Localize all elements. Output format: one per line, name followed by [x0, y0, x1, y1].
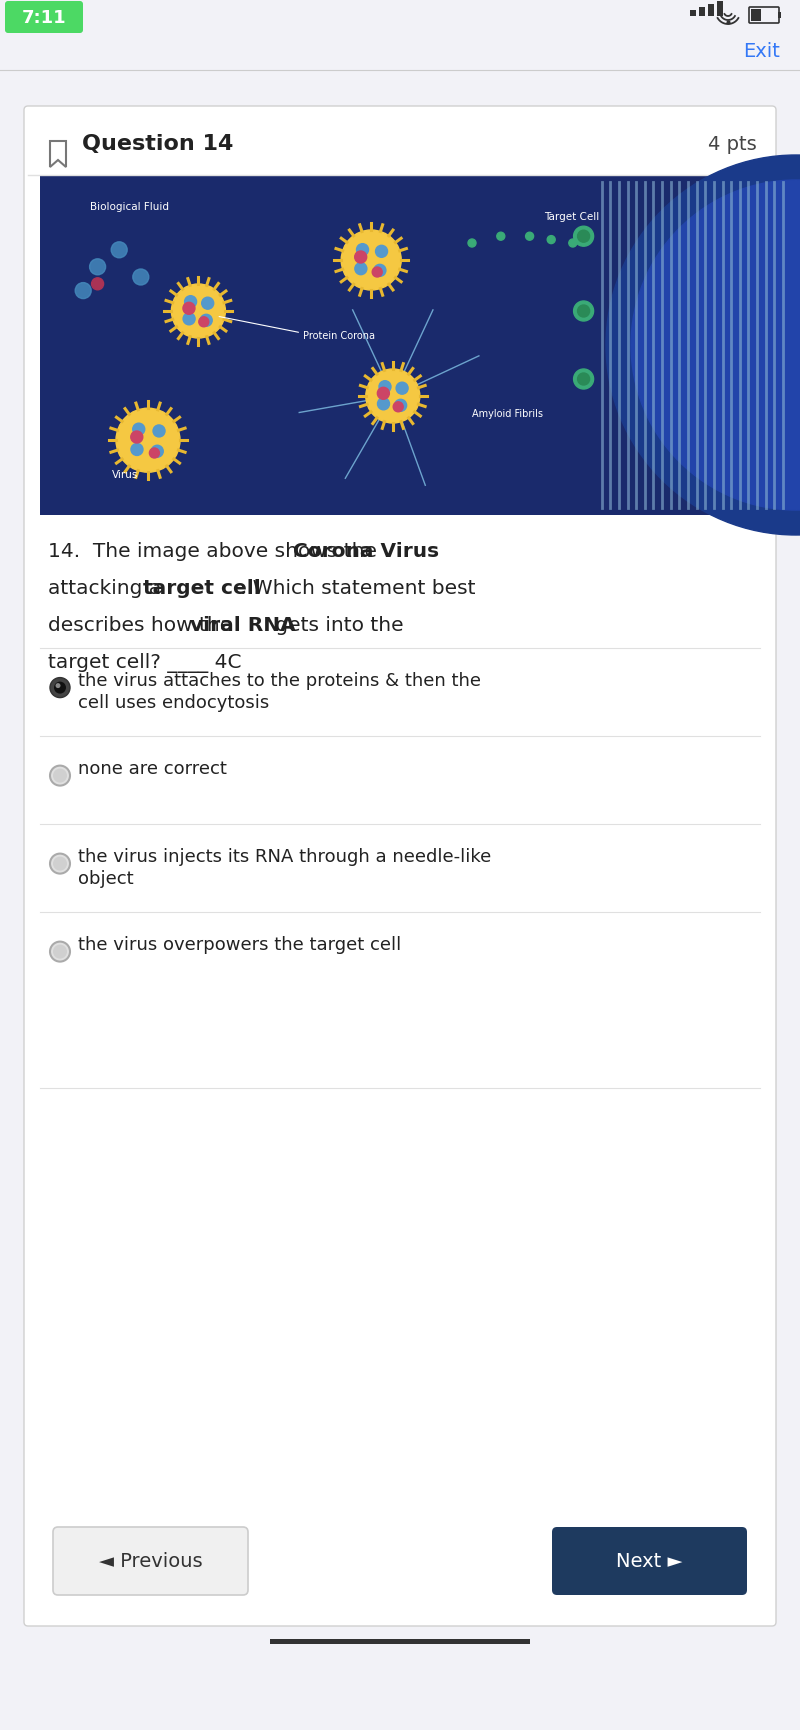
Circle shape	[183, 313, 195, 325]
Circle shape	[185, 296, 197, 308]
Text: cell uses endocytosis: cell uses endocytosis	[78, 694, 270, 711]
Text: target cell? ____ 4C: target cell? ____ 4C	[48, 652, 242, 673]
Circle shape	[569, 240, 577, 247]
Text: Virus: Virus	[112, 471, 138, 479]
Text: object: object	[78, 868, 134, 887]
Circle shape	[574, 227, 594, 247]
FancyBboxPatch shape	[5, 2, 83, 35]
Text: Amyloid Fibrils: Amyloid Fibrils	[472, 408, 543, 419]
Text: Corona Virus: Corona Virus	[293, 541, 439, 561]
Circle shape	[111, 242, 127, 260]
Bar	[778, 14, 781, 19]
Circle shape	[394, 403, 403, 412]
Circle shape	[200, 315, 212, 327]
Text: 4 pts: 4 pts	[708, 135, 757, 154]
Bar	[699, 9, 705, 17]
Circle shape	[55, 683, 61, 689]
Circle shape	[468, 240, 476, 247]
Text: describes how the: describes how the	[48, 616, 238, 635]
Text: Question 14: Question 14	[82, 133, 234, 154]
Circle shape	[53, 856, 67, 872]
Circle shape	[355, 263, 367, 275]
Circle shape	[354, 253, 366, 265]
Text: 14.  The image above shows the: 14. The image above shows the	[48, 541, 383, 561]
Text: target cell: target cell	[143, 578, 261, 597]
Circle shape	[50, 855, 70, 874]
Circle shape	[497, 234, 505, 240]
Circle shape	[547, 237, 555, 244]
Circle shape	[341, 230, 401, 291]
Circle shape	[357, 244, 369, 256]
Circle shape	[375, 246, 387, 258]
Circle shape	[606, 156, 800, 536]
Circle shape	[53, 945, 67, 958]
Circle shape	[199, 318, 209, 327]
Text: Target Cell: Target Cell	[544, 211, 599, 221]
Circle shape	[150, 448, 159, 458]
Circle shape	[90, 260, 106, 275]
Text: the virus overpowers the target cell: the virus overpowers the target cell	[78, 934, 402, 953]
FancyBboxPatch shape	[53, 1528, 248, 1595]
Text: Biological Fluid: Biological Fluid	[90, 201, 170, 211]
Bar	[717, 2, 723, 17]
Circle shape	[366, 370, 420, 424]
Bar	[708, 5, 714, 17]
Circle shape	[374, 265, 386, 277]
Text: . Which statement best: . Which statement best	[240, 578, 475, 597]
Bar	[270, 1638, 530, 1644]
Circle shape	[153, 426, 165, 438]
Circle shape	[372, 268, 382, 279]
FancyBboxPatch shape	[552, 1528, 747, 1595]
Circle shape	[133, 424, 145, 436]
Circle shape	[131, 432, 143, 443]
Text: Protein Corona: Protein Corona	[303, 330, 375, 341]
FancyBboxPatch shape	[24, 107, 776, 1626]
Bar	[40, 176, 760, 516]
Text: the virus attaches to the proteins & then the: the virus attaches to the proteins & the…	[78, 671, 481, 689]
Circle shape	[50, 678, 70, 699]
Text: the virus injects its RNA through a needle-like: the virus injects its RNA through a need…	[78, 848, 491, 865]
Circle shape	[50, 766, 70, 785]
Bar	[751, 10, 761, 22]
Circle shape	[378, 398, 390, 410]
Circle shape	[54, 682, 66, 694]
Text: none are correct: none are correct	[78, 759, 227, 777]
Circle shape	[578, 232, 590, 242]
Circle shape	[75, 284, 91, 299]
Text: Exit: Exit	[743, 42, 781, 61]
Circle shape	[202, 298, 214, 310]
Circle shape	[91, 279, 104, 291]
Circle shape	[578, 374, 590, 386]
Circle shape	[116, 408, 180, 472]
Circle shape	[574, 301, 594, 322]
Bar	[690, 10, 696, 17]
Circle shape	[379, 382, 391, 393]
Circle shape	[394, 400, 406, 412]
Circle shape	[151, 446, 163, 458]
Circle shape	[574, 370, 594, 389]
Text: Next ►: Next ►	[616, 1552, 682, 1571]
Circle shape	[526, 234, 534, 240]
Circle shape	[53, 770, 67, 784]
Circle shape	[378, 388, 390, 400]
Circle shape	[183, 303, 195, 315]
Circle shape	[631, 182, 800, 510]
Text: gets into the: gets into the	[270, 616, 404, 635]
Circle shape	[133, 270, 149, 285]
Circle shape	[50, 943, 70, 962]
Circle shape	[396, 382, 408, 394]
Text: 7:11: 7:11	[22, 9, 66, 28]
Text: viral RNA: viral RNA	[190, 616, 296, 635]
Circle shape	[171, 285, 226, 339]
Circle shape	[131, 445, 143, 457]
Text: ◄ Previous: ◄ Previous	[98, 1552, 202, 1571]
Text: attacking a: attacking a	[48, 578, 167, 597]
Circle shape	[578, 306, 590, 318]
